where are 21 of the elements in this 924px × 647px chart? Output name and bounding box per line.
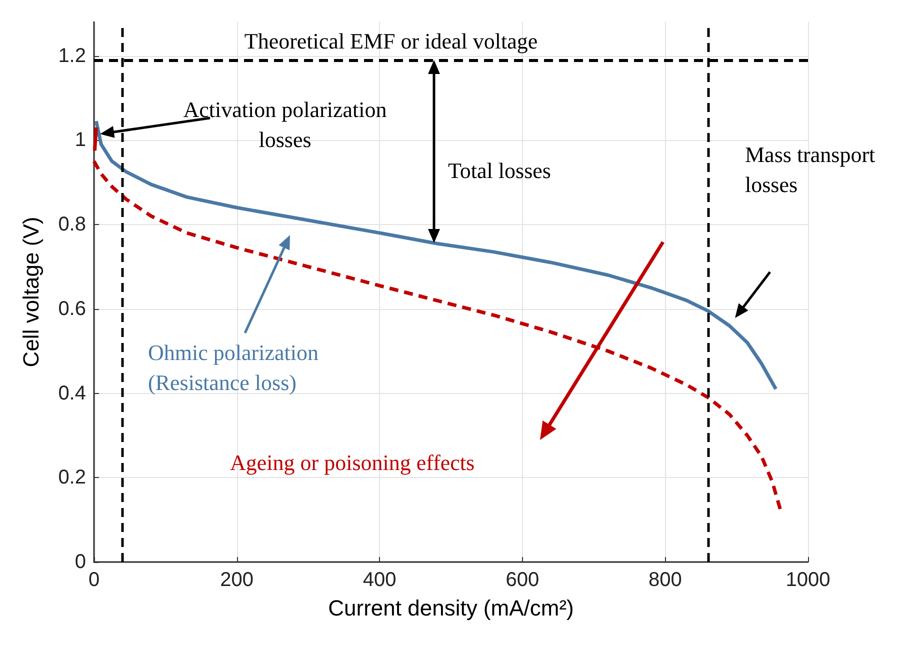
y-tick-label: 0.6 xyxy=(58,298,86,320)
annotation: Total losses xyxy=(448,157,552,185)
annotation: Mass transport losses xyxy=(745,141,876,199)
annotation: Ageing or poisoning effects xyxy=(230,449,476,477)
y-tick-label: 1 xyxy=(74,129,86,152)
y-tick-label: 0.8 xyxy=(58,214,86,236)
y-tick-label: 0 xyxy=(74,551,86,573)
y-tick-label: 1.2 xyxy=(58,44,86,67)
x-tick-label: 0 xyxy=(88,569,100,591)
y-tick-label: 0.2 xyxy=(58,466,86,489)
x-tick-label: 600 xyxy=(506,569,540,591)
ref-line-label: Theoretical EMF or ideal voltage xyxy=(244,28,538,54)
x-tick-label: 800 xyxy=(648,569,682,591)
x-axis-title: Current density (mA/cm²) xyxy=(328,596,574,620)
y-axis-title: Cell voltage (V) xyxy=(18,216,44,368)
x-tick-label: 400 xyxy=(362,569,396,591)
x-tick-label: 1000 xyxy=(786,569,830,591)
x-tick-label: 200 xyxy=(220,569,254,591)
y-tick-label: 0.4 xyxy=(58,382,86,404)
annotation: Activation polarization losses xyxy=(182,96,388,154)
annotation: Ohmic polarization (Resistance loss) xyxy=(148,339,320,397)
